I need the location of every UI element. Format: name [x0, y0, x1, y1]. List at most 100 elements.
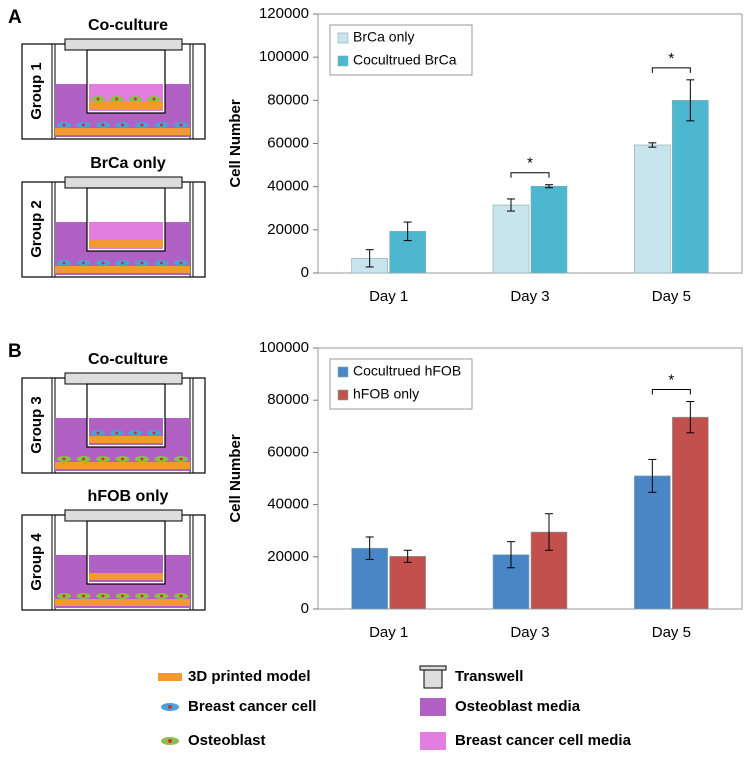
well-wall: [51, 514, 56, 611]
cell-nucleus: [101, 457, 105, 461]
significance-bracket: [651, 67, 691, 73]
cell-nucleus: [121, 261, 124, 265]
cell-nucleus: [168, 705, 172, 709]
insert-model: [89, 240, 163, 247]
y-tick-label: 20000: [267, 221, 309, 238]
cell-nucleus: [152, 431, 156, 435]
bar: [389, 555, 426, 610]
legend-swatch: [337, 366, 349, 378]
well-wall: [51, 43, 56, 140]
well-wall: [189, 377, 194, 474]
key-label: Breast cancer cell media: [455, 732, 632, 749]
y-tick-label: 20000: [267, 548, 309, 565]
model-icon: [158, 673, 182, 681]
cell-nucleus: [160, 261, 163, 265]
y-tick-label: 100000: [259, 339, 309, 356]
y-tick-label: 80000: [267, 391, 309, 408]
cell-nucleus: [140, 457, 144, 461]
cell-nucleus: [96, 431, 100, 435]
legend-box: [329, 24, 473, 76]
bar: [530, 185, 568, 274]
cell-nucleus: [152, 97, 156, 101]
x-tick-label: Day 5: [652, 624, 691, 641]
diagram-title: hFOB only: [88, 488, 169, 505]
group-label: Group 3: [28, 396, 45, 454]
cell-nucleus: [133, 431, 137, 435]
x-tick-label: Day 3: [510, 624, 549, 641]
bottom-model: [55, 266, 190, 273]
y-tick-label: 40000: [267, 496, 309, 513]
well-wall: [189, 514, 194, 611]
cell-nucleus: [101, 594, 105, 598]
transwell-cap: [64, 38, 183, 51]
cell-nucleus: [96, 97, 100, 101]
cell-nucleus: [140, 261, 144, 265]
transwell-icon: [423, 669, 443, 689]
y-tick-label: 80000: [267, 91, 309, 108]
legend-swatch: [337, 32, 349, 44]
group-label: Group 1: [28, 62, 45, 120]
legend-label: Cocultrued BrCa: [353, 52, 457, 68]
legend-label: Cocultrued hFOB: [353, 363, 461, 379]
x-tick-label: Day 5: [652, 288, 691, 305]
cell-nucleus: [82, 123, 85, 127]
bar: [492, 204, 530, 274]
bar: [672, 416, 709, 610]
cell-nucleus: [140, 123, 144, 127]
significance-label: *: [668, 371, 674, 388]
legend-label: BrCa only: [353, 29, 414, 45]
y-tick-label: 100000: [259, 48, 309, 65]
cell-nucleus: [82, 594, 85, 598]
cancer-media-icon: [420, 732, 446, 750]
osteoblast-media-icon: [420, 698, 446, 716]
cell-nucleus: [179, 457, 183, 461]
y-tick-label: 0: [301, 600, 309, 617]
y-tick-label: 0: [301, 264, 309, 281]
cell-nucleus: [121, 123, 124, 127]
y-axis-label: Cell Number: [227, 434, 244, 523]
bar: [634, 475, 671, 610]
cell-nucleus: [121, 594, 124, 598]
cell-nucleus: [179, 261, 183, 265]
cell-nucleus: [121, 457, 124, 461]
significance-bracket: [510, 172, 550, 178]
y-tick-label: 60000: [267, 134, 309, 151]
key-label: Osteoblast: [188, 732, 266, 749]
well-wall: [189, 43, 194, 140]
significance-label: *: [668, 50, 674, 67]
legend-swatch: [337, 389, 349, 401]
transwell-cap: [64, 176, 183, 189]
y-tick-label: 120000: [259, 5, 309, 22]
significance-label: *: [527, 155, 533, 172]
bar: [672, 100, 709, 274]
well-wall: [51, 181, 56, 278]
cell-nucleus: [160, 594, 163, 598]
transwell-cap: [64, 372, 183, 385]
cell-nucleus: [115, 97, 119, 101]
legend-label: hFOB only: [353, 386, 419, 402]
cell-nucleus: [62, 594, 66, 598]
diagram-title: Co-culture: [88, 351, 168, 368]
cell-nucleus: [140, 594, 144, 598]
insert-model: [89, 102, 163, 109]
legend-swatch: [337, 55, 349, 67]
y-tick-label: 40000: [267, 178, 309, 195]
y-axis-label: Cell Number: [227, 99, 244, 188]
cell-nucleus: [168, 739, 172, 743]
group-label: Group 4: [28, 533, 45, 591]
y-tick-label: 60000: [267, 443, 309, 460]
cell-nucleus: [62, 261, 66, 265]
x-tick-label: Day 1: [369, 624, 408, 641]
cell-nucleus: [179, 123, 183, 127]
key-label: Osteoblast media: [455, 698, 581, 715]
diagram-title: Co-culture: [88, 17, 168, 34]
cell-nucleus: [62, 123, 66, 127]
cell-nucleus: [101, 123, 105, 127]
cell-nucleus: [82, 261, 85, 265]
bottom-model: [55, 599, 190, 606]
well-wall: [51, 377, 56, 474]
well-wall: [189, 181, 194, 278]
key-label: Transwell: [455, 668, 523, 685]
transwell-icon-cap: [419, 665, 447, 671]
